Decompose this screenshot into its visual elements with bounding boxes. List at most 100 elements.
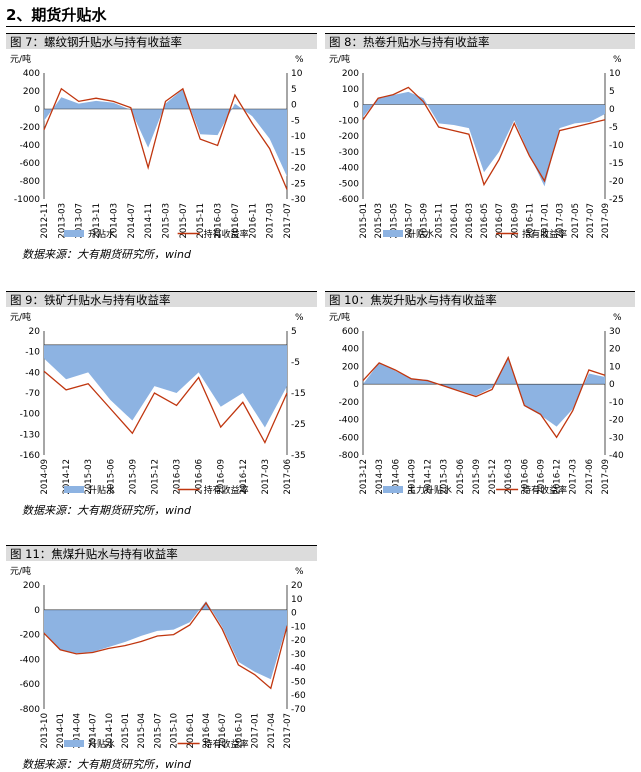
right-tick-label: -20 [291, 636, 306, 646]
legend-label-yield: 持有收益率 [522, 484, 567, 496]
right-axis-unit: % [613, 55, 622, 65]
chart-title: 图 10：焦炭升贴水与持有收益率 [325, 291, 635, 307]
x-tick-label: 2014-03 [375, 459, 385, 495]
right-tick-label: -20 [291, 164, 306, 174]
right-tick-label: -5 [291, 358, 300, 368]
x-tick-label: 2014-11 [144, 203, 154, 239]
left-tick-label: -160 [20, 451, 41, 461]
left-tick-label: -800 [339, 451, 360, 461]
yield-line-series [362, 355, 606, 439]
legend-swatch-basis [383, 486, 403, 493]
left-tick-label: -600 [20, 680, 41, 690]
left-axis-unit: 元/吨 [329, 311, 350, 323]
legend-swatch-basis [64, 740, 84, 747]
left-axis-unit: 元/吨 [10, 311, 31, 323]
right-tick-label: 0 [609, 380, 615, 390]
x-tick-label: 2015-06 [456, 459, 466, 495]
x-tick-label: 2015-07 [404, 203, 414, 239]
right-tick-label: -5 [291, 116, 300, 126]
right-tick-label: -60 [291, 691, 306, 701]
left-tick-label: 400 [23, 69, 40, 79]
x-tick-label: 2016-11 [248, 203, 258, 239]
right-tick-label: 0 [291, 101, 297, 111]
left-tick-label: 0 [34, 606, 40, 616]
left-tick-label: -200 [339, 132, 360, 142]
basis-area-series [363, 91, 605, 187]
x-tick-label: 2015-10 [170, 713, 180, 749]
basis-area-series [44, 344, 287, 428]
x-tick-label: 2015-01 [121, 713, 131, 749]
x-tick-label: 2015-09 [128, 459, 138, 495]
x-tick-label: 2016-09 [536, 459, 546, 495]
yield-line-series [43, 87, 288, 190]
basis-area-series [44, 601, 287, 680]
right-tick-label: -15 [291, 389, 306, 399]
right-tick-label: -30 [291, 650, 306, 660]
right-tick-label: -25 [609, 195, 624, 205]
x-tick-label: 2016-09 [217, 459, 227, 495]
x-tick-label: 2016-12 [239, 459, 249, 495]
right-tick-label: 30 [609, 327, 621, 337]
x-tick-label: 2015-12 [150, 459, 160, 495]
x-tick-label: 2016-01 [450, 203, 460, 239]
chart-panel-fig11: 图 11：焦煤升贴水与持有收益率 元/吨% 200 0 -200 -400 -600 -80… [6, 545, 317, 753]
left-axis-unit: 元/吨 [10, 565, 31, 577]
title-rule [6, 26, 635, 27]
left-tick-label: -800 [20, 705, 41, 715]
x-tick-label: 2015-03 [440, 459, 450, 495]
yield-line-series [43, 601, 288, 690]
left-tick-label: -400 [20, 141, 41, 151]
legend-swatch-basis [64, 486, 84, 493]
x-tick-label: 2015-03 [162, 203, 172, 239]
right-tick-label: -70 [291, 705, 306, 715]
x-tick-label: 2014-01 [56, 713, 66, 749]
x-tick-label: 2013-11 [92, 203, 102, 239]
x-tick-label: 2016-07 [495, 203, 505, 239]
x-tick-label: 2014-04 [72, 713, 82, 749]
x-tick-label: 2014-09 [407, 459, 417, 495]
x-tick-label: 2014-12 [62, 459, 72, 495]
left-tick-label: -40 [25, 368, 40, 378]
x-tick-label: 2012-11 [40, 203, 50, 239]
legend-label-basis: 升贴水 [88, 228, 115, 240]
x-tick-label: 2016-06 [195, 459, 205, 495]
basis-area-series [44, 89, 287, 177]
right-tick-label: -40 [291, 664, 306, 674]
right-tick-label: 20 [291, 581, 303, 591]
x-tick-label: 2016-01 [186, 713, 196, 749]
x-tick-label: 2015-01 [359, 203, 369, 239]
left-tick-label: -600 [20, 159, 41, 169]
x-tick-label: 2015-03 [374, 203, 384, 239]
left-tick-label: 0 [353, 380, 359, 390]
left-tick-label: -300 [339, 148, 360, 158]
right-tick-label: -20 [609, 416, 624, 426]
left-axis-unit: 元/吨 [329, 53, 350, 65]
left-tick-label: -200 [339, 398, 360, 408]
legend-label-basis: 主力升贴水 [407, 484, 452, 496]
data-source-note: 数据来源：大有期货研究所，wind [22, 248, 192, 261]
left-tick-label: 400 [342, 345, 359, 355]
x-tick-label: 2015-07 [179, 203, 189, 239]
x-tick-label: 2013-10 [40, 713, 50, 749]
x-tick-label: 2014-07 [127, 203, 137, 239]
x-tick-label: 2015-07 [153, 713, 163, 749]
x-tick-label: 2014-03 [109, 203, 119, 239]
left-tick-label: -130 [20, 430, 41, 440]
x-tick-label: 2013-07 [75, 203, 85, 239]
legend-label-yield: 持有收益率 [204, 484, 249, 496]
right-axis-unit: % [295, 567, 304, 577]
yield-line-series [43, 370, 288, 445]
chart-panel-fig7: 图 7：螺纹钢升贴水与持有收益率 元/吨% 400 200 0 -200 -400 -600… [6, 33, 317, 243]
x-tick-label: 2017-09 [601, 203, 611, 239]
left-tick-label: -1000 [14, 195, 40, 205]
x-tick-label: 2015-11 [196, 203, 206, 239]
x-tick-label: 2015-12 [488, 459, 498, 495]
x-tick-label: 2017-07 [283, 713, 293, 749]
right-tick-label: -15 [291, 148, 306, 158]
right-tick-label: 5 [609, 87, 615, 97]
x-tick-label: 2016-03 [504, 459, 514, 495]
x-tick-label: 2016-11 [525, 203, 535, 239]
legend-label-basis: 升贴水 [407, 228, 434, 240]
legend-label-basis: 升贴水 [88, 484, 115, 496]
x-tick-label: 2017-06 [283, 459, 293, 495]
